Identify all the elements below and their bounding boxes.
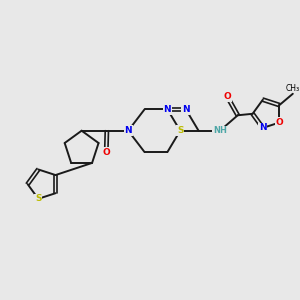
Text: O: O — [276, 118, 283, 127]
Text: N: N — [124, 126, 132, 135]
Text: S: S — [35, 194, 41, 203]
Text: S: S — [177, 126, 183, 135]
Text: O: O — [102, 148, 110, 157]
Text: O: O — [224, 92, 231, 101]
Text: N: N — [164, 105, 171, 114]
Text: N: N — [259, 123, 267, 132]
Text: CH₃: CH₃ — [286, 84, 300, 93]
Text: NH: NH — [213, 126, 227, 135]
Text: N: N — [182, 105, 190, 114]
